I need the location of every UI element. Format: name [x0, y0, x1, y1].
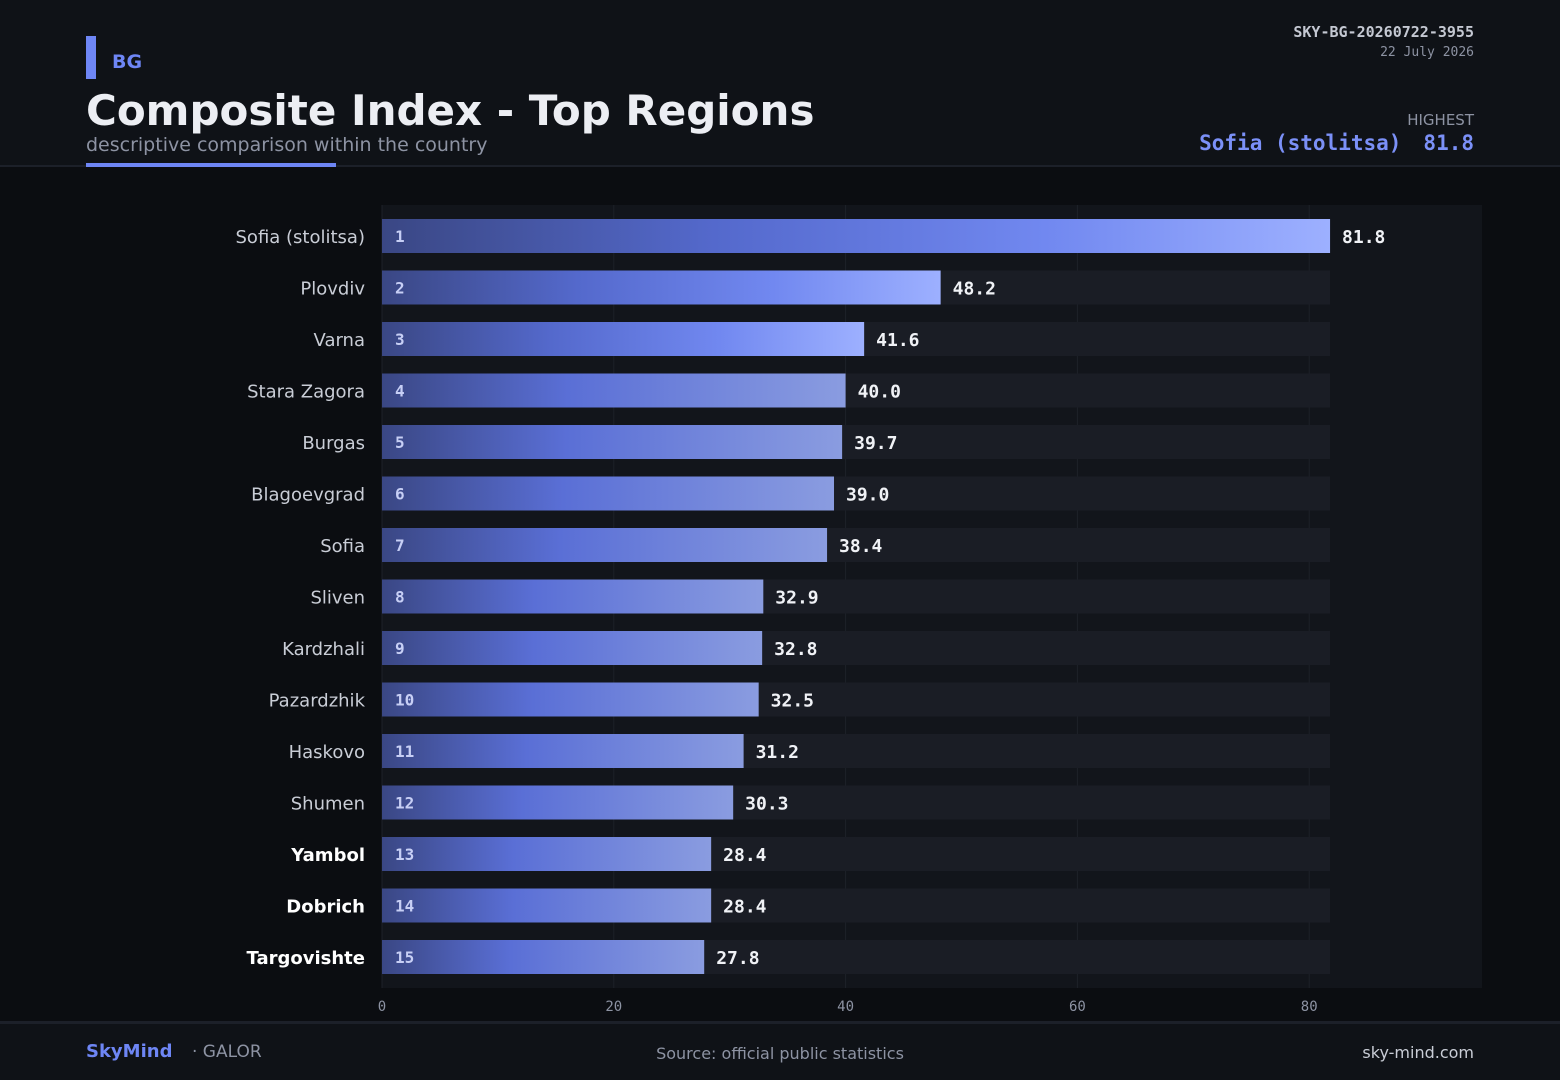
rank-label: 14 [395, 897, 414, 916]
rank-label: 4 [395, 382, 405, 401]
bar[interactable] [382, 528, 828, 562]
highest-callout: Sofia (stolitsa) 81.8 [1199, 131, 1474, 155]
bar-label: Yambol [290, 845, 365, 866]
bar-label: Stara Zagora [247, 382, 365, 403]
footer: SkyMind · GALOR Source: official public … [0, 1021, 1560, 1080]
rank-label: 10 [395, 691, 414, 710]
bar[interactable] [382, 682, 759, 717]
bar[interactable] [382, 888, 712, 923]
bar[interactable] [382, 373, 846, 408]
value-label: 32.8 [774, 639, 817, 660]
rank-label: 12 [395, 794, 414, 813]
x-tick-label: 20 [605, 999, 622, 1015]
bar-chart: Sofia (stolitsa) 1 81.8 Plovdiv 2 48.2 Varna 3 4… [236, 205, 1482, 1015]
bar[interactable] [382, 631, 763, 665]
source-note: Source: official public statistics [656, 1044, 904, 1063]
report-date: 22 July 2026 [1380, 45, 1474, 60]
value-label: 27.8 [716, 948, 759, 969]
bar-label: Pazardzhik [269, 691, 366, 712]
value-label: 38.4 [839, 536, 883, 557]
bar-label: Blagoevgrad [251, 485, 365, 506]
bar[interactable] [382, 785, 734, 820]
rank-label: 5 [395, 433, 405, 452]
rank-label: 15 [395, 948, 414, 967]
value-label: 30.3 [745, 794, 788, 815]
bar[interactable] [382, 476, 835, 511]
accent-bar [86, 36, 96, 79]
x-tick-label: 60 [1069, 999, 1086, 1015]
rank-label: 9 [395, 639, 405, 658]
value-label: 31.2 [756, 742, 799, 763]
bar[interactable] [382, 270, 941, 305]
rank-label: 8 [395, 588, 405, 607]
bar-label: Sofia [320, 536, 365, 557]
report-id: SKY-BG-20260722-3955 [1293, 23, 1474, 41]
highest-label: HIGHEST [1407, 111, 1474, 129]
rank-label: 1 [395, 227, 405, 246]
value-label: 28.4 [723, 845, 767, 866]
country-code: BG [112, 51, 143, 73]
site-link[interactable]: sky-mind.com [1362, 1043, 1474, 1062]
bar[interactable] [382, 837, 712, 871]
value-label: 28.4 [723, 897, 767, 918]
bar-label: Varna [314, 330, 365, 351]
value-label: 39.0 [846, 485, 889, 506]
brand-logo[interactable]: SkyMind [86, 1041, 173, 1062]
value-label: 32.9 [775, 588, 818, 609]
bars: Sofia (stolitsa) 1 81.8 Plovdiv 2 48.2 Varna 3 4… [236, 219, 1385, 974]
subtitle-underline [86, 163, 336, 167]
bar[interactable] [382, 734, 744, 768]
highest-value: 81.8 [1423, 131, 1474, 155]
rank-label: 7 [395, 536, 405, 555]
page-subtitle: descriptive comparison within the countr… [86, 134, 488, 156]
bar[interactable] [382, 579, 764, 614]
bar-label: Shumen [291, 794, 365, 815]
value-label: 48.2 [953, 279, 996, 300]
bar[interactable] [382, 940, 705, 974]
bar-label: Haskovo [289, 742, 365, 763]
rank-label: 13 [395, 845, 414, 864]
value-label: 81.8 [1342, 227, 1385, 248]
brand-subtitle: · GALOR [192, 1042, 262, 1062]
rank-label: 11 [395, 742, 414, 761]
bar[interactable] [382, 425, 843, 459]
x-tick-label: 40 [837, 999, 854, 1015]
bar-label: Kardzhali [282, 639, 365, 660]
value-label: 39.7 [854, 433, 897, 454]
rank-label: 2 [395, 279, 405, 298]
x-axis: 0 20 40 60 80 [378, 999, 1318, 1015]
page-title: Composite Index - Top Regions [86, 86, 815, 135]
bar-label: Targovishte [247, 948, 365, 969]
value-label: 40.0 [858, 382, 901, 403]
bar-label: Sliven [310, 588, 365, 609]
x-tick-label: 80 [1301, 999, 1318, 1015]
bar-label: Sofia (stolitsa) [236, 227, 366, 248]
bar[interactable] [382, 219, 1331, 253]
value-label: 32.5 [771, 691, 814, 712]
bar[interactable] [382, 322, 865, 356]
highest-region: Sofia (stolitsa) [1199, 131, 1402, 155]
bar-label: Burgas [302, 433, 365, 454]
rank-label: 6 [395, 485, 405, 504]
x-tick-label: 0 [378, 999, 386, 1015]
bar-label: Plovdiv [300, 279, 365, 300]
rank-label: 3 [395, 330, 405, 349]
value-label: 41.6 [876, 330, 919, 351]
header: BG Composite Index - Top Regions descrip… [0, 0, 1560, 167]
bar-label: Dobrich [286, 897, 365, 918]
